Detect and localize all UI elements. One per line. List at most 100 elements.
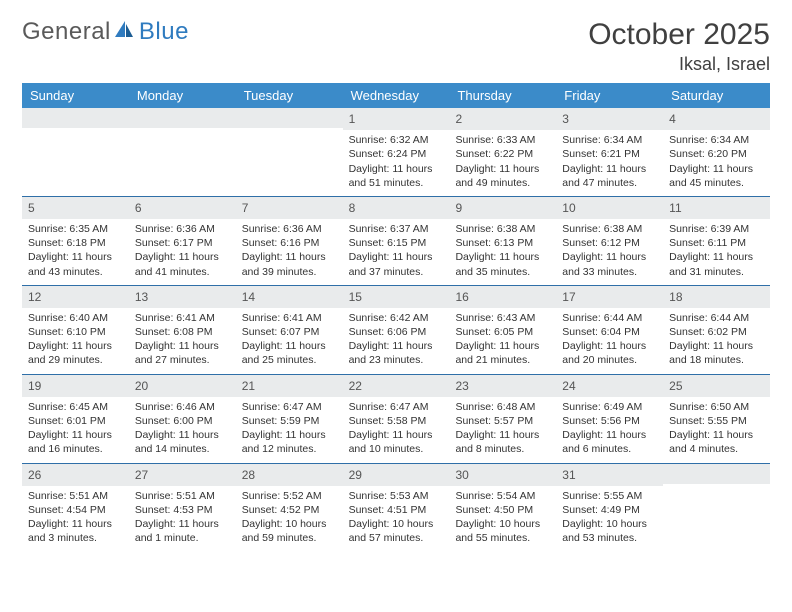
day-cell: 5Sunrise: 6:35 AMSunset: 6:18 PMDaylight… — [22, 197, 129, 285]
day-number-text: 10 — [562, 201, 575, 215]
day-body: Sunrise: 6:47 AMSunset: 5:58 PMDaylight:… — [343, 397, 450, 463]
sunrise-text: Sunrise: 6:43 AM — [455, 311, 550, 325]
day-cell: 2Sunrise: 6:33 AMSunset: 6:22 PMDaylight… — [449, 108, 556, 196]
daylight-text: Daylight: 10 hours and 59 minutes. — [242, 517, 337, 545]
sunset-text: Sunset: 4:50 PM — [455, 503, 550, 517]
dow-sunday: Sunday — [22, 83, 129, 108]
sunrise-text: Sunrise: 6:36 AM — [135, 222, 230, 236]
day-cell: 27Sunrise: 5:51 AMSunset: 4:53 PMDayligh… — [129, 464, 236, 552]
day-number-text: 17 — [562, 290, 575, 304]
day-number: 26 — [22, 464, 129, 486]
sunrise-text: Sunrise: 6:38 AM — [455, 222, 550, 236]
daylight-text: Daylight: 11 hours and 39 minutes. — [242, 250, 337, 278]
week-row: 19Sunrise: 6:45 AMSunset: 6:01 PMDayligh… — [22, 374, 770, 463]
sunset-text: Sunset: 6:05 PM — [455, 325, 550, 339]
sunrise-text: Sunrise: 6:44 AM — [562, 311, 657, 325]
day-number-text: 5 — [28, 201, 35, 215]
day-number: 16 — [449, 286, 556, 308]
day-number-text: 27 — [135, 468, 148, 482]
sunset-text: Sunset: 6:17 PM — [135, 236, 230, 250]
daylight-text: Daylight: 11 hours and 49 minutes. — [455, 162, 550, 190]
day-body: Sunrise: 6:42 AMSunset: 6:06 PMDaylight:… — [343, 308, 450, 374]
sunrise-text: Sunrise: 6:44 AM — [669, 311, 764, 325]
day-cell: 17 Sunrise: 6:44 AMSunset: 6:04 PMDayligh… — [556, 286, 663, 374]
sunset-text: Sunset: 6:00 PM — [135, 414, 230, 428]
day-cell: 13Sunrise: 6:41 AMSunset: 6:08 PMDayligh… — [129, 286, 236, 374]
day-body: Sunrise: 6:34 AMSunset: 6:21 PMDaylight:… — [556, 130, 663, 196]
sunset-text: Sunset: 6:15 PM — [349, 236, 444, 250]
day-number: 14 — [236, 286, 343, 308]
day-number-text: 26 — [28, 468, 41, 482]
day-number: 6 — [129, 197, 236, 219]
sunset-text: Sunset: 6:08 PM — [135, 325, 230, 339]
day-body: Sunrise: 6:36 AMSunset: 6:16 PMDaylight:… — [236, 219, 343, 285]
day-body: Sunrise: 6:44 AMSunset: 6:04 PMDaylight:… — [556, 308, 663, 374]
day-cell: 6 Sunrise: 6:36 AMSunset: 6:17 PMDaylight… — [129, 197, 236, 285]
day-number-text: 6 — [135, 201, 142, 215]
sunrise-text: Sunrise: 6:40 AM — [28, 311, 123, 325]
day-body: Sunrise: 6:40 AMSunset: 6:10 PMDaylight:… — [22, 308, 129, 374]
day-cell: 23Sunrise: 6:48 AMSunset: 5:57 PMDayligh… — [449, 375, 556, 463]
day-number: 28 — [236, 464, 343, 486]
day-number: 10 — [556, 197, 663, 219]
day-number: 2 — [449, 108, 556, 130]
sunset-text: Sunset: 4:52 PM — [242, 503, 337, 517]
sunrise-text: Sunrise: 5:51 AM — [28, 489, 123, 503]
sunrise-text: Sunrise: 6:50 AM — [669, 400, 764, 414]
sunset-text: Sunset: 5:59 PM — [242, 414, 337, 428]
sunrise-text: Sunrise: 6:41 AM — [242, 311, 337, 325]
dow-saturday: Saturday — [663, 83, 770, 108]
sunset-text: Sunset: 4:53 PM — [135, 503, 230, 517]
day-number-text: 24 — [562, 379, 575, 393]
daylight-text: Daylight: 11 hours and 14 minutes. — [135, 428, 230, 456]
day-number: 8 — [343, 197, 450, 219]
sunset-text: Sunset: 6:22 PM — [455, 147, 550, 161]
sunrise-text: Sunrise: 6:42 AM — [349, 311, 444, 325]
sunrise-text: Sunrise: 6:39 AM — [669, 222, 764, 236]
day-body: Sunrise: 5:52 AMSunset: 4:52 PMDaylight:… — [236, 486, 343, 552]
sunrise-text: Sunrise: 6:46 AM — [135, 400, 230, 414]
day-number: 11 — [663, 197, 770, 219]
day-number-text: 31 — [562, 468, 575, 482]
day-number-text: 20 — [135, 379, 148, 393]
sunset-text: Sunset: 6:16 PM — [242, 236, 337, 250]
day-body: Sunrise: 6:33 AMSunset: 6:22 PMDaylight:… — [449, 130, 556, 196]
day-body: Sunrise: 5:54 AMSunset: 4:50 PMDaylight:… — [449, 486, 556, 552]
daylight-text: Daylight: 11 hours and 3 minutes. — [28, 517, 123, 545]
day-body: Sunrise: 5:51 AMSunset: 4:54 PMDaylight:… — [22, 486, 129, 552]
brand-part2: Blue — [139, 18, 189, 46]
daylight-text: Daylight: 11 hours and 29 minutes. — [28, 339, 123, 367]
day-number: 9 — [449, 197, 556, 219]
daylight-text: Daylight: 11 hours and 45 minutes. — [669, 162, 764, 190]
week-row: 12Sunrise: 6:40 AMSunset: 6:10 PMDayligh… — [22, 285, 770, 374]
sunrise-text: Sunrise: 6:38 AM — [562, 222, 657, 236]
daylight-text: Daylight: 11 hours and 31 minutes. — [669, 250, 764, 278]
sunrise-text: Sunrise: 6:35 AM — [28, 222, 123, 236]
day-cell: 25Sunrise: 6:50 AMSunset: 5:55 PMDayligh… — [663, 375, 770, 463]
day-cell: 26 Sunrise: 5:51 AMSunset: 4:54 PMDayligh… — [22, 464, 129, 552]
day-number: 24 — [556, 375, 663, 397]
daylight-text: Daylight: 10 hours and 53 minutes. — [562, 517, 657, 545]
sunrise-text: Sunrise: 6:37 AM — [349, 222, 444, 236]
day-cell: 16Sunrise: 6:43 AMSunset: 6:05 PMDayligh… — [449, 286, 556, 374]
daylight-text: Daylight: 11 hours and 25 minutes. — [242, 339, 337, 367]
day-cell: 18Sunrise: 6:44 AMSunset: 6:02 PMDayligh… — [663, 286, 770, 374]
daylight-text: Daylight: 11 hours and 47 minutes. — [562, 162, 657, 190]
day-number: 5 — [22, 197, 129, 219]
day-cell — [236, 108, 343, 196]
day-number: 29 — [343, 464, 450, 486]
daylight-text: Daylight: 11 hours and 35 minutes. — [455, 250, 550, 278]
location-label: Iksal, Israel — [588, 54, 770, 75]
day-number: 3 — [556, 108, 663, 130]
daylight-text: Daylight: 11 hours and 1 minute. — [135, 517, 230, 545]
sunrise-text: Sunrise: 6:41 AM — [135, 311, 230, 325]
day-body: Sunrise: 6:43 AMSunset: 6:05 PMDaylight:… — [449, 308, 556, 374]
day-body: Sunrise: 6:48 AMSunset: 5:57 PMDaylight:… — [449, 397, 556, 463]
day-body: Sunrise: 6:41 AMSunset: 6:07 PMDaylight:… — [236, 308, 343, 374]
day-cell: 30Sunrise: 5:54 AMSunset: 4:50 PMDayligh… — [449, 464, 556, 552]
day-number: 25 — [663, 375, 770, 397]
day-body: Sunrise: 6:36 AMSunset: 6:17 PMDaylight:… — [129, 219, 236, 285]
day-body: Sunrise: 5:53 AMSunset: 4:51 PMDaylight:… — [343, 486, 450, 552]
day-cell: 28Sunrise: 5:52 AMSunset: 4:52 PMDayligh… — [236, 464, 343, 552]
daylight-text: Daylight: 11 hours and 16 minutes. — [28, 428, 123, 456]
